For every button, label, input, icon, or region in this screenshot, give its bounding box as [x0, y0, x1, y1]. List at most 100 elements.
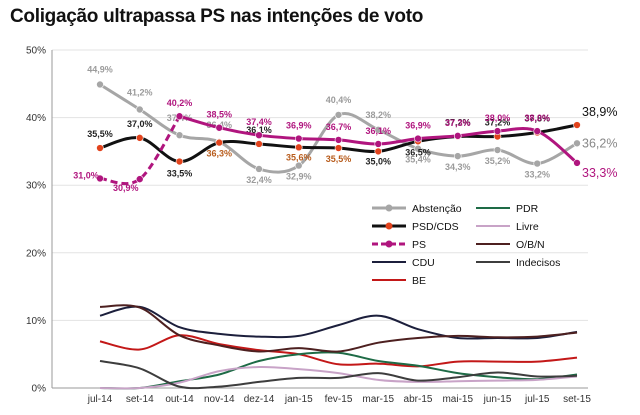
legend-label: BE — [412, 275, 426, 287]
x-tick-label: nov-14 — [204, 394, 235, 405]
data-point — [374, 147, 383, 156]
data-label: 36,7% — [326, 122, 352, 132]
data-label: 38,9% — [582, 105, 617, 119]
data-point — [573, 159, 581, 167]
x-tick-label: mar-15 — [362, 394, 394, 405]
legend-label: CDU — [412, 257, 435, 269]
legend-item: BE — [372, 275, 426, 287]
data-point — [334, 136, 343, 144]
data-point — [135, 105, 144, 114]
x-tick-label: abr-15 — [404, 394, 433, 405]
legend-label: PSD/CDS — [412, 221, 459, 233]
data-label: 33,3% — [582, 166, 617, 180]
x-tick-label: jan-15 — [284, 394, 313, 405]
y-tick-label: 30% — [26, 181, 46, 192]
data-point — [533, 159, 542, 168]
legend-label: O/B/N — [516, 239, 545, 251]
data-label: 36,3% — [206, 149, 232, 159]
data-label: 36,1% — [246, 125, 272, 135]
data-label: 37,8% — [524, 113, 550, 123]
y-tick-label: 50% — [26, 46, 46, 57]
data-point — [493, 127, 502, 135]
data-point — [175, 131, 184, 139]
data-label: 37,2% — [445, 118, 471, 128]
series-pdr-line — [99, 351, 578, 390]
legend-item: CDU — [372, 257, 435, 269]
data-point — [255, 140, 263, 148]
data-label: 34,3% — [445, 162, 471, 172]
x-tick-label: jul-14 — [87, 394, 113, 405]
data-label: 40,2% — [167, 98, 193, 108]
data-label: 33,2% — [524, 170, 550, 180]
data-label: 36,5% — [405, 147, 431, 157]
legend-marker — [385, 204, 393, 212]
legend-label: PS — [412, 239, 426, 251]
x-tick-label: set-14 — [126, 394, 154, 405]
data-label: 38,0% — [485, 113, 511, 123]
data-point — [215, 138, 224, 147]
y-tick-label: 20% — [26, 248, 46, 259]
data-label: 35,2% — [485, 156, 511, 166]
data-point — [255, 131, 263, 139]
data-label: 36,9% — [405, 121, 431, 131]
legend-marker — [385, 240, 393, 248]
x-tick-label: out-14 — [165, 394, 194, 405]
legend-item: Abstenção — [372, 203, 462, 215]
data-point — [294, 143, 303, 152]
data-label: 44,9% — [87, 64, 113, 74]
data-label: 38,2% — [365, 110, 391, 120]
data-label: 38,5% — [206, 110, 232, 120]
data-label: 35,5% — [87, 129, 113, 139]
data-point — [96, 144, 104, 152]
legend-item: Indecisos — [476, 257, 560, 269]
data-point — [96, 174, 104, 183]
data-point — [414, 144, 422, 153]
data-label: 35,6% — [286, 152, 312, 162]
data-label: 33,5% — [167, 169, 193, 179]
data-label: 40,4% — [326, 95, 352, 105]
data-label: 37,4% — [246, 117, 272, 127]
data-label: 35,5% — [326, 154, 352, 164]
data-point — [334, 144, 343, 152]
data-point — [453, 152, 462, 160]
series-o-b-n-line — [99, 304, 578, 353]
data-label: 30,9% — [113, 183, 139, 193]
data-label: 35,4% — [405, 155, 431, 165]
data-point — [414, 134, 422, 143]
data-label: 35,0% — [365, 156, 391, 166]
legend-item: PSD/CDS — [372, 221, 459, 233]
data-point — [334, 111, 343, 119]
series-cdu-line — [99, 305, 578, 340]
data-label: 37,2% — [485, 118, 511, 128]
x-tick-label: mai-15 — [442, 394, 473, 405]
data-point — [175, 157, 184, 166]
data-point — [135, 175, 144, 183]
data-label: 37,0% — [127, 119, 153, 129]
data-label: 38,0% — [524, 113, 550, 123]
legend-marker — [385, 222, 393, 230]
data-point — [573, 139, 581, 148]
data-label: 32,4% — [246, 175, 272, 185]
data-label: 31,0% — [73, 170, 99, 180]
legend-label: Livre — [516, 221, 539, 233]
data-label: 36,2% — [582, 136, 617, 150]
x-tick-label: set-15 — [563, 394, 591, 405]
legend-item: O/B/N — [476, 239, 545, 251]
y-tick-label: 10% — [26, 316, 46, 327]
data-point — [374, 140, 383, 148]
series-indecisos-line — [99, 360, 578, 390]
data-label: 36,1% — [365, 126, 391, 136]
series-livre-line — [99, 365, 578, 390]
legend-label: Abstenção — [412, 203, 462, 215]
data-point — [294, 161, 303, 170]
legend-label: PDR — [516, 203, 539, 215]
x-tick-label: fev-15 — [325, 394, 353, 405]
data-point — [493, 146, 502, 154]
data-label: 41,2% — [127, 87, 153, 97]
data-point — [175, 112, 184, 121]
x-tick-label: jun-15 — [483, 394, 512, 405]
legend-item: Livre — [476, 221, 539, 233]
data-label: 32,9% — [286, 172, 312, 182]
x-tick-label: jul-15 — [524, 394, 550, 405]
